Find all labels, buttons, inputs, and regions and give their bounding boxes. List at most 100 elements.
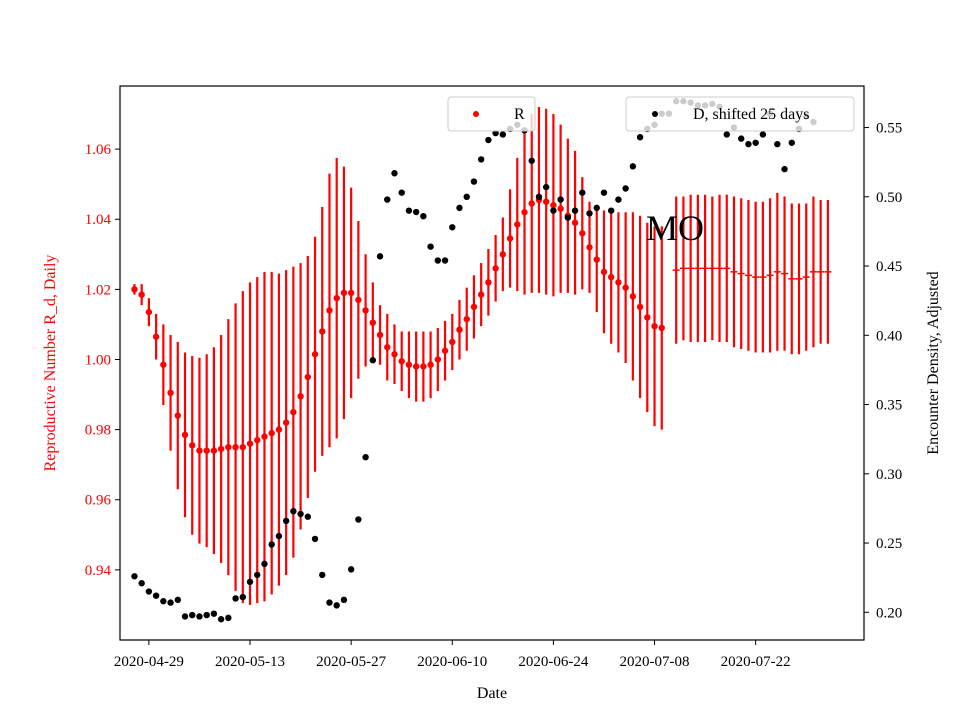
r-data-point (131, 286, 138, 293)
r-data-point (571, 219, 579, 226)
r-data-point (167, 389, 174, 397)
legend-d-label: D, shifted 25 days (693, 106, 809, 123)
d-data-point (427, 243, 434, 250)
r-data-point (651, 322, 658, 330)
legend-d-marker (652, 111, 658, 117)
d-data-point (225, 614, 232, 622)
d-data-point (485, 136, 492, 144)
x-tick-label: 2020-05-27 (316, 654, 386, 670)
left-tick-label: 0.98 (85, 423, 111, 439)
d-data-point (333, 602, 340, 609)
d-data-point (174, 596, 181, 604)
d-data-point (752, 139, 759, 146)
d-data-point (398, 189, 405, 196)
d-data-point (239, 593, 246, 601)
r-data-point (485, 279, 492, 286)
r-data-point (492, 265, 499, 272)
d-data-point (745, 140, 752, 148)
d-data-point (131, 573, 138, 580)
d-data-point (571, 207, 579, 214)
d-data-point (412, 208, 420, 216)
right-tick-label: 0.50 (876, 190, 902, 206)
d-data-point (535, 193, 543, 200)
d-data-point (615, 196, 622, 203)
right-tick-label: 0.40 (876, 328, 902, 344)
plot-area (131, 98, 832, 623)
r-data-point (376, 331, 384, 339)
d-data-point (622, 185, 629, 192)
r-data-point (615, 279, 622, 286)
r-data-point (326, 307, 333, 314)
d-data-point (564, 214, 572, 221)
d-data-point (311, 535, 319, 543)
d-data-point (304, 513, 312, 520)
d-data-point (282, 517, 290, 525)
r-data-point (506, 235, 514, 242)
d-data-point (781, 165, 788, 173)
d-data-point (160, 598, 167, 605)
r-data-point (189, 442, 196, 449)
d-data-point (246, 578, 254, 586)
r-data-point (391, 351, 398, 358)
r-data-point (268, 429, 275, 437)
right-tick-label: 0.30 (876, 467, 902, 483)
r-data-point (477, 291, 485, 298)
r-data-point (420, 363, 427, 370)
annotation-state-label: MO (646, 208, 704, 248)
d-data-point (167, 599, 174, 606)
r-data-point (456, 326, 463, 333)
d-data-point (470, 178, 478, 185)
d-data-point (629, 163, 637, 170)
r-data-point (542, 198, 550, 205)
r-data-point (434, 356, 442, 363)
d-data-point (586, 210, 593, 217)
d-data-point (636, 134, 644, 141)
r-data-point (181, 431, 189, 439)
d-data-point (203, 611, 210, 619)
d-data-point (254, 571, 261, 579)
d-data-point (355, 516, 362, 523)
x-tick-label: 2020-04-29 (114, 654, 184, 670)
r-data-point (636, 303, 644, 311)
right-tick-label: 0.45 (876, 259, 902, 275)
r-data-point (622, 284, 629, 291)
left-tick-label: 0.94 (85, 563, 112, 579)
r-data-point (427, 361, 434, 368)
r-data-point (225, 443, 232, 451)
r-data-point (514, 221, 521, 228)
d-data-point (456, 204, 463, 212)
legend-r-box (447, 96, 536, 132)
left-tick-label: 1.02 (85, 282, 111, 298)
legend-r: R (447, 96, 536, 132)
right-tick-label: 0.25 (876, 536, 902, 552)
r-data-point (239, 443, 246, 451)
d-data-point (196, 613, 203, 620)
r-data-point (384, 344, 391, 351)
r-data-point (340, 289, 348, 297)
legend-r-label: R (514, 106, 525, 123)
r-data-point (550, 202, 557, 209)
r-data-point (600, 268, 608, 276)
d-data-point (340, 596, 348, 604)
r-data-point (441, 347, 449, 354)
r-data-point (557, 205, 564, 212)
r-data-point (579, 230, 586, 237)
d-data-point (579, 189, 586, 196)
d-data-point (542, 183, 550, 191)
d-data-point (463, 193, 470, 200)
d-data-point (369, 357, 377, 364)
r-data-point (210, 447, 218, 454)
r-data-point (412, 363, 420, 370)
d-data-point (550, 207, 557, 214)
d-data-point (788, 139, 795, 146)
d-data-point (384, 196, 391, 203)
d-data-point (189, 611, 196, 619)
r-data-point (405, 361, 413, 368)
d-data-point (449, 224, 456, 231)
d-data-point (774, 140, 781, 148)
legend-d: D, shifted 25 days (625, 96, 855, 132)
left-tick-label: 1.06 (85, 142, 112, 158)
right-tick-label: 0.35 (876, 398, 902, 414)
r-data-point (261, 433, 268, 440)
d-data-point (290, 507, 297, 515)
